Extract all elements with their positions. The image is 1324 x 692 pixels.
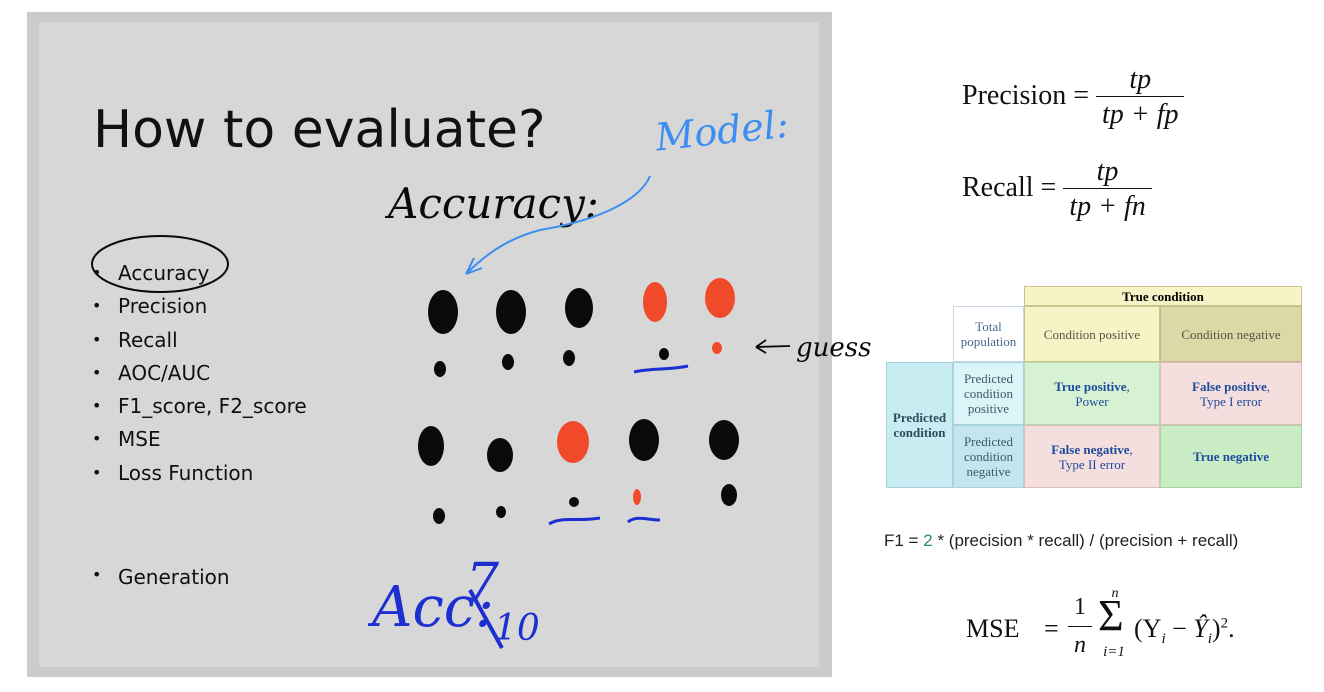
predicted-positive-header: Predicted condition positive: [953, 362, 1024, 425]
fp-sublabel: Type I error: [1200, 393, 1262, 409]
bullet-item: F1_score, F2_score: [92, 391, 307, 424]
bullet-item: AOC/AUC: [92, 358, 307, 391]
mse-minus: −: [1172, 614, 1187, 643]
wrong-underline: [548, 516, 601, 526]
recall-denominator: tp + fn: [1063, 188, 1152, 223]
model-arrow-head: [465, 257, 483, 275]
guess-dot: [434, 361, 446, 377]
guess-dot: [721, 484, 737, 506]
label-dot: [418, 426, 444, 466]
wrong-underline: [633, 364, 689, 374]
acc-handwritten: Acc:: [367, 575, 494, 640]
mse-sub-i: i: [1161, 631, 1166, 648]
guess-dot: [502, 354, 514, 370]
bullet-item: MSE: [92, 424, 307, 457]
mse-one: 1: [1074, 594, 1086, 620]
acc-fraction-slash: [468, 589, 504, 649]
tp-sublabel: Power: [1075, 393, 1109, 409]
label-dot: [428, 290, 458, 334]
predicted-condition-header: Predicted condition: [886, 362, 953, 488]
recall-fraction: tp tp + fn: [1063, 156, 1152, 223]
guess-dot-red: [633, 489, 641, 505]
acc-denominator: 10: [494, 608, 540, 649]
f1-prefix: F1 =: [884, 531, 919, 550]
condition-positive-header: Condition positive: [1024, 306, 1160, 362]
guess-dot: [569, 497, 579, 507]
label-dot-red: [557, 421, 589, 463]
mse-yhat: Ŷ: [1193, 614, 1208, 643]
label-dot: [496, 290, 526, 334]
recall-formula: Recall = tp tp + fn: [962, 156, 1152, 223]
true-condition-header: True condition: [1024, 286, 1302, 306]
bullet-item-generation: Generation: [92, 565, 230, 589]
guess-dot: [659, 348, 669, 360]
f1-formula: F1 = 2 * (precision * recall) / (precisi…: [884, 531, 1238, 551]
recall-label: Recall: [962, 171, 1034, 203]
acc-numerator: 7: [466, 553, 500, 613]
total-population-cell: Total population: [953, 306, 1024, 362]
precision-numerator: tp: [1129, 64, 1152, 95]
guess-dot: [433, 508, 445, 524]
fn-sublabel: Type II error: [1058, 456, 1126, 472]
accuracy-circle: [91, 235, 229, 293]
true-negative-cell: True negative: [1160, 425, 1302, 488]
metrics-list: Accuracy Precision Recall AOC/AUC F1_sco…: [92, 258, 307, 491]
f1-rest: * (precision * recall) / (precision + re…: [937, 531, 1239, 550]
mse-sup: 2: [1220, 615, 1229, 632]
mse-close: ): [1211, 614, 1221, 643]
mse-body: (Y: [1134, 614, 1162, 643]
recall-numerator: tp: [1096, 156, 1119, 187]
fp-label: False positive: [1192, 378, 1267, 394]
predicted-negative-header: Predicted condition negative: [953, 425, 1024, 488]
label-dot: [709, 420, 739, 460]
mse-n: n: [1074, 632, 1086, 658]
precision-fraction: tp tp + fp: [1096, 64, 1185, 131]
condition-negative-header: Condition negative: [1160, 306, 1302, 362]
guess-arrow: [755, 339, 791, 354]
precision-formula: Precision = tp tp + fp: [962, 64, 1185, 131]
confusion-matrix: True condition Total population Conditio…: [886, 284, 1304, 492]
precision-label: Precision: [962, 79, 1067, 111]
bullet-item: Recall: [92, 325, 307, 358]
accuracy-handwritten: Accuracy:: [384, 179, 599, 228]
mse-sum-bottom: i=1: [1103, 644, 1125, 660]
label-dot-red: [705, 278, 735, 318]
wrong-underline: [627, 516, 661, 524]
model-label: Model:: [652, 102, 790, 160]
label-dot-red: [643, 282, 667, 322]
false-negative-cell: False negative, Type II error: [1024, 425, 1160, 488]
fn-label: False negative: [1051, 441, 1130, 457]
label-dot: [565, 288, 593, 328]
sigma-icon: Σ: [1098, 591, 1124, 640]
true-positive-cell: True positive, Power: [1024, 362, 1160, 425]
label-dot: [487, 438, 513, 472]
tp-label: True positive: [1054, 378, 1127, 394]
bullet-item: Loss Function: [92, 458, 307, 491]
guess-dot: [496, 506, 506, 518]
mse-sum-top: n: [1111, 586, 1119, 601]
false-positive-cell: False positive, Type I error: [1160, 362, 1302, 425]
slide-title: How to evaluate?: [93, 100, 546, 160]
guess-dot-red: [712, 342, 722, 354]
bullet-item: Precision: [92, 291, 307, 324]
guess-dot: [563, 350, 575, 366]
precision-denominator: tp + fp: [1096, 96, 1185, 131]
model-arrow: [465, 175, 651, 275]
mse-end: .: [1228, 614, 1235, 643]
f1-two: 2: [923, 531, 933, 550]
guess-label: guess: [796, 333, 871, 363]
mse-label: MSE: [966, 614, 1020, 643]
label-dot: [629, 419, 659, 461]
